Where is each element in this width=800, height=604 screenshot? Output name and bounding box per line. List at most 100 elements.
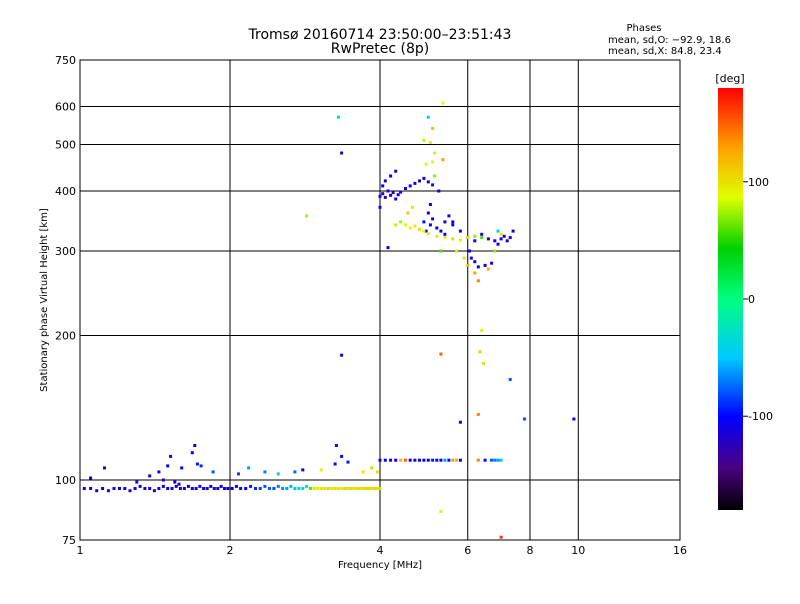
data-point bbox=[422, 176, 426, 180]
data-point bbox=[263, 484, 267, 488]
data-point bbox=[336, 115, 340, 119]
colorbar-ticks: 100 0 -100 bbox=[743, 176, 773, 423]
data-point bbox=[468, 249, 471, 253]
data-point bbox=[499, 535, 503, 539]
data-point bbox=[431, 458, 435, 462]
data-point bbox=[211, 470, 215, 474]
data-point bbox=[223, 487, 226, 490]
data-point bbox=[411, 205, 415, 209]
data-point bbox=[441, 158, 445, 162]
data-point bbox=[437, 189, 441, 193]
data-point bbox=[112, 487, 116, 490]
data-point bbox=[182, 487, 186, 490]
data-point bbox=[424, 229, 428, 233]
data-point bbox=[326, 487, 330, 490]
data-point bbox=[157, 470, 161, 474]
data-point bbox=[161, 484, 165, 488]
data-point bbox=[443, 236, 447, 240]
data-point bbox=[408, 226, 412, 230]
data-point bbox=[386, 189, 390, 193]
data-point bbox=[480, 232, 484, 236]
data-point bbox=[523, 417, 526, 421]
data-point bbox=[458, 420, 462, 424]
data-point bbox=[219, 484, 223, 488]
data-point bbox=[195, 462, 199, 466]
data-point bbox=[334, 444, 338, 447]
data-point bbox=[152, 489, 156, 493]
data-point bbox=[469, 256, 473, 260]
data-point bbox=[272, 487, 276, 490]
data-point bbox=[333, 487, 337, 490]
data-point bbox=[330, 487, 334, 490]
data-point bbox=[439, 352, 443, 356]
data-point bbox=[496, 458, 500, 462]
data-point bbox=[443, 232, 447, 236]
data-point bbox=[308, 487, 312, 490]
data-point bbox=[166, 464, 170, 468]
data-point bbox=[439, 510, 443, 513]
data-point bbox=[190, 487, 194, 490]
data-point bbox=[358, 487, 362, 490]
data-point bbox=[190, 451, 194, 455]
data-point bbox=[340, 454, 344, 458]
data-point bbox=[435, 234, 439, 238]
y-axis-label: Stationary phase Virtual Height [km] bbox=[39, 208, 50, 392]
data-point bbox=[389, 174, 393, 178]
data-point bbox=[426, 115, 430, 119]
data-point bbox=[389, 193, 393, 197]
data-point bbox=[383, 179, 387, 183]
data-point bbox=[101, 487, 105, 490]
data-point bbox=[378, 194, 382, 198]
data-point bbox=[193, 444, 197, 447]
data-point bbox=[496, 242, 500, 246]
data-point bbox=[319, 468, 323, 472]
data-point bbox=[212, 487, 216, 490]
data-point bbox=[128, 489, 132, 493]
data-point bbox=[340, 151, 344, 155]
data-point bbox=[169, 454, 173, 458]
data-point bbox=[508, 236, 512, 240]
data-point bbox=[177, 482, 181, 486]
data-point bbox=[480, 328, 484, 332]
data-point bbox=[205, 487, 209, 490]
data-point bbox=[443, 220, 447, 224]
data-point bbox=[413, 458, 417, 462]
data-point bbox=[406, 211, 410, 215]
data-point bbox=[135, 480, 139, 484]
y-tick-label: 300 bbox=[55, 245, 76, 258]
y-tick-label: 200 bbox=[55, 330, 76, 343]
data-point bbox=[399, 190, 403, 194]
colorbar-tick-label: 100 bbox=[748, 176, 769, 189]
data-point bbox=[391, 191, 395, 195]
data-point bbox=[483, 263, 487, 267]
colorbar: [deg] 100 0 -100 bbox=[715, 72, 773, 510]
data-point bbox=[394, 197, 398, 201]
y-tick-label: 600 bbox=[55, 101, 76, 114]
data-point bbox=[476, 458, 480, 462]
data-point bbox=[508, 378, 512, 381]
data-point bbox=[493, 249, 497, 253]
data-point bbox=[413, 181, 417, 185]
data-point bbox=[476, 279, 480, 283]
data-point bbox=[476, 412, 480, 416]
data-point bbox=[202, 487, 206, 490]
data-point bbox=[180, 466, 184, 470]
data-point bbox=[157, 487, 161, 490]
data-point bbox=[216, 487, 220, 490]
x-tick-label: 10 bbox=[571, 544, 585, 557]
data-point bbox=[394, 458, 398, 462]
data-point bbox=[478, 350, 482, 354]
data-point bbox=[424, 162, 428, 166]
y-tick-label: 75 bbox=[62, 534, 76, 547]
data-point bbox=[123, 487, 127, 490]
data-point bbox=[143, 487, 147, 490]
data-point bbox=[447, 458, 451, 462]
data-point bbox=[319, 487, 323, 490]
data-point bbox=[234, 484, 238, 488]
data-point bbox=[505, 239, 509, 243]
data-point bbox=[383, 195, 387, 199]
data-point bbox=[499, 232, 503, 236]
data-point bbox=[386, 246, 390, 250]
data-point bbox=[247, 466, 251, 470]
data-point bbox=[316, 487, 320, 490]
